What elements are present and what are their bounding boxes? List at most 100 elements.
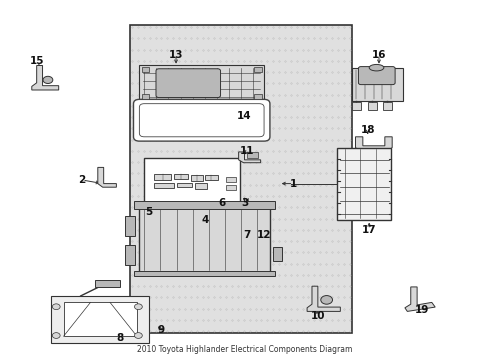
Bar <box>205 175 217 180</box>
Point <box>298 317 306 323</box>
Point <box>257 35 265 41</box>
Point <box>169 272 177 278</box>
Point <box>169 24 177 30</box>
Text: 5: 5 <box>145 207 152 217</box>
Point <box>345 227 353 233</box>
Point <box>204 58 212 64</box>
Text: 18: 18 <box>360 125 374 135</box>
Point <box>157 306 165 311</box>
Point <box>245 317 253 323</box>
Bar <box>367 102 376 110</box>
Point <box>240 227 247 233</box>
Point <box>322 80 329 86</box>
Point <box>140 182 147 188</box>
Text: 6: 6 <box>219 198 225 208</box>
Point <box>251 137 259 143</box>
Point <box>157 283 165 289</box>
Point <box>322 114 329 120</box>
Point <box>140 24 147 30</box>
Point <box>269 306 277 311</box>
Point <box>292 328 300 334</box>
Point <box>245 294 253 300</box>
Point <box>175 103 183 109</box>
Point <box>275 92 283 98</box>
Point <box>257 47 265 53</box>
Point <box>198 114 206 120</box>
Point <box>310 294 318 300</box>
Point <box>345 317 353 323</box>
Point <box>163 58 171 64</box>
Point <box>151 272 159 278</box>
Point <box>292 306 300 311</box>
Point <box>292 24 300 30</box>
Point <box>222 137 229 143</box>
Point <box>345 47 353 53</box>
Point <box>269 272 277 278</box>
Point <box>263 35 271 41</box>
Bar <box>144 158 239 232</box>
Point <box>134 227 142 233</box>
Point <box>128 261 136 266</box>
Circle shape <box>134 304 142 310</box>
Point <box>257 261 265 266</box>
Point <box>333 227 341 233</box>
Text: 14: 14 <box>237 111 251 121</box>
Point <box>245 216 253 221</box>
Point <box>151 238 159 244</box>
Point <box>292 114 300 120</box>
Text: 13: 13 <box>168 50 183 60</box>
Point <box>192 272 200 278</box>
Point <box>275 294 283 300</box>
Point <box>327 159 335 165</box>
Point <box>204 103 212 109</box>
Point <box>140 92 147 98</box>
Point <box>286 182 294 188</box>
Point <box>186 103 194 109</box>
Point <box>339 35 347 41</box>
Point <box>327 69 335 75</box>
Point <box>327 103 335 109</box>
Point <box>175 261 183 266</box>
Point <box>316 126 324 131</box>
Point <box>240 58 247 64</box>
Point <box>322 272 329 278</box>
Point <box>233 126 241 131</box>
Point <box>339 306 347 311</box>
Point <box>210 238 218 244</box>
Point <box>198 306 206 311</box>
Point <box>227 148 235 154</box>
Point <box>128 114 136 120</box>
Point <box>240 148 247 154</box>
Point <box>257 283 265 289</box>
Point <box>275 103 283 109</box>
Point <box>216 204 224 210</box>
Point <box>281 103 288 109</box>
Point <box>292 171 300 176</box>
Point <box>222 317 229 323</box>
Point <box>128 294 136 300</box>
Point <box>304 58 312 64</box>
Point <box>216 103 224 109</box>
Point <box>286 306 294 311</box>
Point <box>181 261 188 266</box>
Point <box>192 328 200 334</box>
Point <box>286 35 294 41</box>
Point <box>157 137 165 143</box>
Point <box>151 69 159 75</box>
Point <box>298 58 306 64</box>
Point <box>128 69 136 75</box>
Point <box>292 317 300 323</box>
Point <box>169 35 177 41</box>
Point <box>204 171 212 176</box>
Point <box>298 159 306 165</box>
Point <box>216 249 224 255</box>
Point <box>281 182 288 188</box>
Point <box>269 283 277 289</box>
Point <box>310 272 318 278</box>
Point <box>169 103 177 109</box>
Point <box>192 216 200 221</box>
Point <box>304 272 312 278</box>
Point <box>216 317 224 323</box>
Point <box>134 137 142 143</box>
Point <box>198 171 206 176</box>
